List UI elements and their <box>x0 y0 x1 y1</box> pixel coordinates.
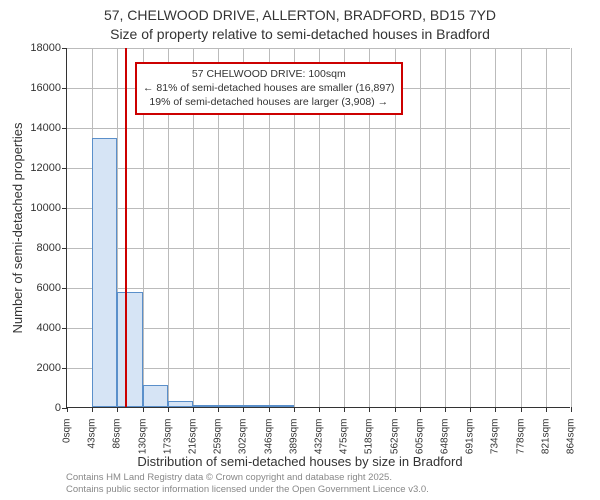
chart-footer: Contains HM Land Registry data © Crown c… <box>66 472 429 496</box>
xtick-mark <box>294 407 295 412</box>
ytick-label: 10000 <box>30 202 61 214</box>
callout-line2: ← 81% of semi-detached houses are smalle… <box>143 82 395 94</box>
callout-line1: 57 CHELWOOD DRIVE: 100sqm <box>192 68 346 80</box>
chart-area: 0200040006000800010000120001400016000180… <box>66 48 570 408</box>
xtick-mark <box>269 407 270 412</box>
xtick-mark <box>369 407 370 412</box>
xtick-mark <box>470 407 471 412</box>
footer-line2: Contains public sector information licen… <box>66 484 429 495</box>
histogram-bar <box>117 292 143 407</box>
xtick-label: 0sqm <box>62 419 73 443</box>
ytick-label: 6000 <box>37 282 61 294</box>
ytick-label: 12000 <box>30 162 61 174</box>
xtick-label: 173sqm <box>162 419 173 455</box>
xtick-label: 475sqm <box>339 419 350 455</box>
ytick-label: 4000 <box>37 322 61 334</box>
xtick-label: 43sqm <box>87 419 98 449</box>
ytick-label: 8000 <box>37 242 61 254</box>
xtick-label: 518sqm <box>364 419 375 455</box>
xtick-label: 86sqm <box>112 419 123 449</box>
xtick-label: 821sqm <box>540 419 551 455</box>
xtick-label: 778sqm <box>515 419 526 455</box>
xtick-mark <box>67 407 68 412</box>
grid-line-v <box>420 48 421 407</box>
xtick-mark <box>143 407 144 412</box>
xtick-mark <box>319 407 320 412</box>
ytick-label: 18000 <box>30 42 61 54</box>
title-line1: 57, CHELWOOD DRIVE, ALLERTON, BRADFORD, … <box>104 7 496 23</box>
xtick-label: 562sqm <box>389 419 400 455</box>
xtick-label: 346sqm <box>263 419 274 455</box>
reference-line <box>125 48 127 407</box>
grid-line-v <box>521 48 522 407</box>
xtick-mark <box>168 407 169 412</box>
ytick-mark <box>62 88 67 89</box>
xtick-mark <box>344 407 345 412</box>
xtick-mark <box>193 407 194 412</box>
xtick-mark <box>117 407 118 412</box>
callout-box: 57 CHELWOOD DRIVE: 100sqm ← 81% of semi-d… <box>135 62 403 115</box>
ytick-mark <box>62 168 67 169</box>
histogram-bar <box>168 401 193 407</box>
grid-line-v <box>495 48 496 407</box>
chart-title: 57, CHELWOOD DRIVE, ALLERTON, BRADFORD, … <box>0 0 600 44</box>
ytick-mark <box>62 48 67 49</box>
xtick-mark <box>521 407 522 412</box>
xtick-label: 734sqm <box>490 419 501 455</box>
plot-region: 0200040006000800010000120001400016000180… <box>66 48 570 408</box>
xtick-label: 432sqm <box>314 419 325 455</box>
xtick-mark <box>243 407 244 412</box>
ytick-label: 0 <box>55 402 61 414</box>
ytick-label: 2000 <box>37 362 61 374</box>
xtick-label: 216sqm <box>188 419 199 455</box>
ytick-label: 14000 <box>30 122 61 134</box>
xtick-label: 302sqm <box>238 419 249 455</box>
xtick-mark <box>218 407 219 412</box>
ytick-mark <box>62 248 67 249</box>
xtick-mark <box>571 407 572 412</box>
xtick-label: 648sqm <box>440 419 451 455</box>
xtick-mark <box>495 407 496 412</box>
ytick-mark <box>62 208 67 209</box>
footer-line1: Contains HM Land Registry data © Crown c… <box>66 472 392 483</box>
y-axis-label: Number of semi-detached properties <box>10 123 25 334</box>
title-line2: Size of property relative to semi-detach… <box>110 26 490 42</box>
xtick-label: 389sqm <box>288 419 299 455</box>
xtick-mark <box>92 407 93 412</box>
xtick-label: 259sqm <box>213 419 224 455</box>
histogram-bar <box>218 405 243 407</box>
xtick-mark <box>445 407 446 412</box>
histogram-bar <box>143 385 168 407</box>
callout-line3: 19% of semi-detached houses are larger (… <box>149 96 388 108</box>
ytick-mark <box>62 128 67 129</box>
xtick-mark <box>546 407 547 412</box>
histogram-bar <box>92 138 117 407</box>
chart-figure: 57, CHELWOOD DRIVE, ALLERTON, BRADFORD, … <box>0 0 600 500</box>
xtick-mark <box>420 407 421 412</box>
grid-line-v <box>546 48 547 407</box>
x-axis-label: Distribution of semi-detached houses by … <box>0 454 600 469</box>
ytick-label: 16000 <box>30 82 61 94</box>
grid-line-v <box>470 48 471 407</box>
grid-line-v <box>571 48 572 407</box>
xtick-label: 605sqm <box>414 419 425 455</box>
histogram-bar <box>269 405 294 407</box>
histogram-bar <box>193 405 218 407</box>
grid-line-v <box>445 48 446 407</box>
xtick-mark <box>395 407 396 412</box>
xtick-label: 691sqm <box>465 419 476 455</box>
ytick-mark <box>62 328 67 329</box>
xtick-label: 130sqm <box>137 419 148 455</box>
ytick-mark <box>62 368 67 369</box>
histogram-bar <box>243 405 269 407</box>
xtick-label: 864sqm <box>566 419 577 455</box>
ytick-mark <box>62 288 67 289</box>
